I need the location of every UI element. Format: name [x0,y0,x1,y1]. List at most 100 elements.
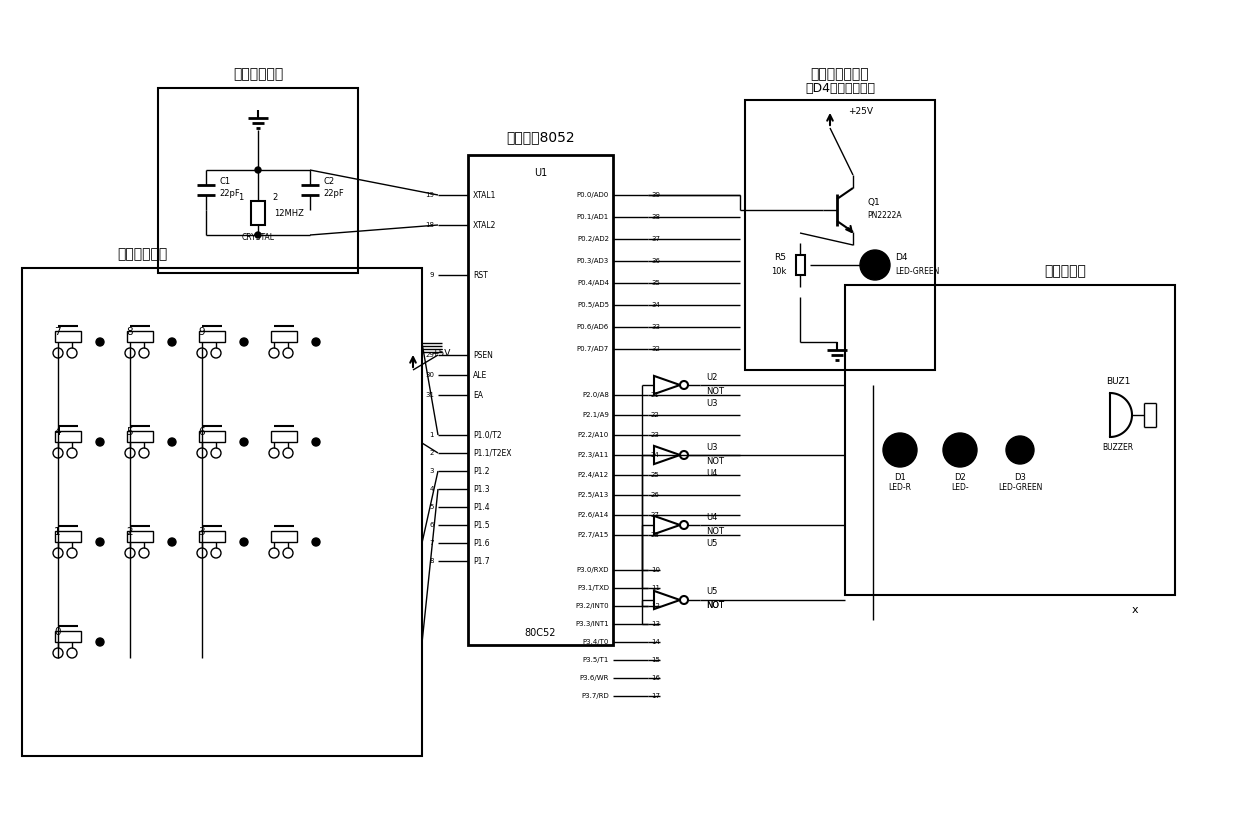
Text: P3.3/INT1: P3.3/INT1 [575,621,609,627]
Text: 33: 33 [651,324,660,330]
Text: U4: U4 [706,512,718,521]
Circle shape [312,338,320,346]
Text: 39: 39 [651,192,660,198]
Text: 27: 27 [651,512,660,518]
Circle shape [861,250,890,280]
Bar [126,531,153,542]
Text: RST: RST [472,270,487,280]
Text: 6: 6 [198,427,205,437]
Text: +5V: +5V [432,349,450,358]
Bar [198,431,224,442]
Text: P3.2/INT0: P3.2/INT0 [575,603,609,609]
Text: P1.5: P1.5 [472,521,490,530]
Text: 9: 9 [429,272,434,278]
Text: D4: D4 [895,252,908,261]
Text: P0.1/AD1: P0.1/AD1 [577,214,609,220]
Text: 22pF: 22pF [322,189,343,198]
Text: P0.5/AD5: P0.5/AD5 [577,302,609,308]
Text: 5: 5 [429,504,434,510]
Text: 7: 7 [429,540,434,546]
Text: Q1: Q1 [867,197,879,206]
Text: P1.2: P1.2 [472,467,490,476]
Text: ALE: ALE [472,370,487,379]
Text: 9: 9 [198,327,205,337]
Text: 3: 3 [198,527,205,537]
Text: P0.4/AD4: P0.4/AD4 [577,280,609,286]
Text: 11: 11 [651,585,660,591]
Text: x: x [1132,605,1138,615]
Circle shape [1006,436,1034,464]
Text: P3.4/T0: P3.4/T0 [583,639,609,645]
Bar [55,631,81,642]
Text: 17: 17 [651,693,660,699]
Text: PN2222A: PN2222A [867,211,901,220]
Bar [272,331,298,342]
Text: P0.7/AD7: P0.7/AD7 [577,346,609,352]
Text: 37: 37 [651,236,660,242]
Bar [157,88,358,273]
Bar [55,431,81,442]
Text: P3.5/T1: P3.5/T1 [583,657,609,663]
Text: P2.4/A12: P2.4/A12 [578,472,609,478]
Text: P0.6/AD6: P0.6/AD6 [577,324,609,330]
Text: 2: 2 [126,527,133,537]
Text: 脉冲发生模块: 脉冲发生模块 [233,67,283,81]
Text: 30: 30 [425,372,434,378]
Circle shape [241,538,248,546]
Text: +25V: +25V [848,108,873,117]
Text: XTAL1: XTAL1 [472,190,496,199]
Bar [250,201,265,225]
Circle shape [883,433,918,467]
Bar [272,431,298,442]
Text: P2.3/A11: P2.3/A11 [578,452,609,458]
Text: P3.0/RXD: P3.0/RXD [577,567,609,573]
Text: 0: 0 [55,627,61,637]
Text: D3: D3 [1014,473,1025,482]
Text: 2: 2 [273,193,278,202]
Text: NOT: NOT [706,526,724,535]
Bar [467,155,613,645]
Text: P3.7/RD: P3.7/RD [582,693,609,699]
Circle shape [255,167,260,173]
Text: 1: 1 [55,527,61,537]
Text: P1.0/T2: P1.0/T2 [472,431,502,440]
Text: 32: 32 [651,346,660,352]
Text: BUZZER: BUZZER [1102,442,1133,451]
Text: 18: 18 [425,222,434,228]
Text: P3.6/WR: P3.6/WR [579,675,609,681]
Text: U3: U3 [706,398,718,407]
Circle shape [95,638,104,646]
Text: P3.1/TXD: P3.1/TXD [577,585,609,591]
Text: XTAL2: XTAL2 [472,220,496,229]
Text: 26: 26 [651,492,660,498]
Text: 8: 8 [429,558,434,564]
Text: U3: U3 [706,442,718,451]
Text: 密码输入模块: 密码输入模块 [117,247,167,261]
Bar [198,531,224,542]
Text: PSEN: PSEN [472,351,492,360]
Text: P2.2/A10: P2.2/A10 [578,432,609,438]
Text: CRYSTAL: CRYSTAL [242,233,274,242]
Text: （D4代指存储器）: （D4代指存储器） [805,82,875,95]
Text: NOT: NOT [706,601,724,610]
Circle shape [95,438,104,446]
Text: U4: U4 [706,468,718,477]
Text: C2: C2 [322,178,334,187]
Text: 22pF: 22pF [219,189,239,198]
Text: P1.7: P1.7 [472,557,490,565]
Text: 3: 3 [429,468,434,474]
Text: 16: 16 [651,675,660,681]
Text: P2.0/A8: P2.0/A8 [582,392,609,398]
Bar [796,255,805,275]
Text: P0.3/AD3: P0.3/AD3 [577,258,609,264]
Bar [745,100,935,370]
Circle shape [95,538,104,546]
Text: C1: C1 [219,178,231,187]
Bar [126,331,153,342]
Text: 31: 31 [425,392,434,398]
Text: LED-GREEN: LED-GREEN [895,267,940,276]
Text: R5: R5 [774,252,786,261]
Text: U1: U1 [534,168,547,178]
Circle shape [241,438,248,446]
Text: U5: U5 [706,539,718,548]
